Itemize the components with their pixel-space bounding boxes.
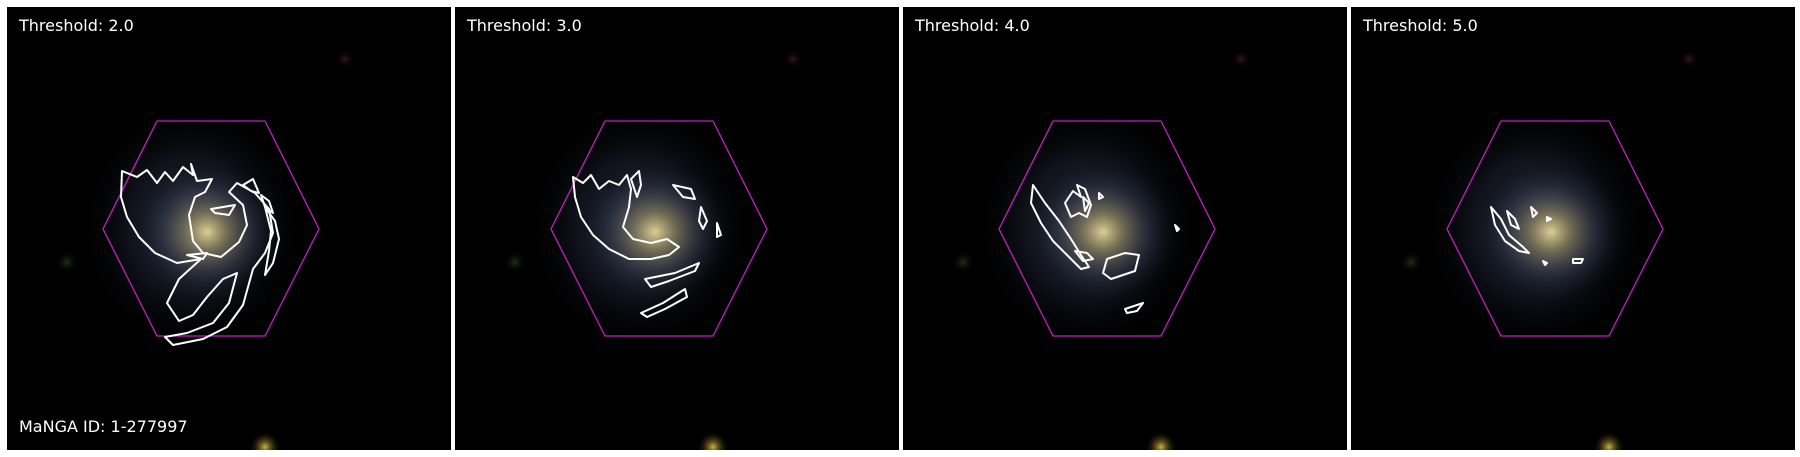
galaxy-image xyxy=(455,7,899,450)
threshold-label: Threshold: 4.0 xyxy=(915,16,1030,35)
galaxy-image xyxy=(7,7,451,450)
contour-group xyxy=(572,170,722,318)
galaxy-image xyxy=(903,7,1347,450)
ifu-hexagon xyxy=(998,120,1216,337)
galaxy-image xyxy=(1351,7,1795,450)
galaxy-id-label: MaNGA ID: 1-277997 xyxy=(19,417,188,436)
threshold-label: Threshold: 3.0 xyxy=(467,16,582,35)
contour-group xyxy=(120,163,280,346)
panel-threshold-3: Threshold: 3.0 xyxy=(455,7,899,450)
ifu-hexagon xyxy=(102,120,320,337)
ifu-hexagon xyxy=(550,120,768,337)
contour-group xyxy=(1490,206,1584,266)
threshold-label: Threshold: 5.0 xyxy=(1363,16,1478,35)
ifu-hexagon xyxy=(1446,120,1664,337)
contour-group xyxy=(1030,184,1180,314)
panel-threshold-2: Threshold: 2.0 MaNGA ID: 1-277997 xyxy=(7,7,451,450)
panel-threshold-5: Threshold: 5.0 xyxy=(1351,7,1795,450)
panel-threshold-4: Threshold: 4.0 xyxy=(903,7,1347,450)
threshold-label: Threshold: 2.0 xyxy=(19,16,134,35)
